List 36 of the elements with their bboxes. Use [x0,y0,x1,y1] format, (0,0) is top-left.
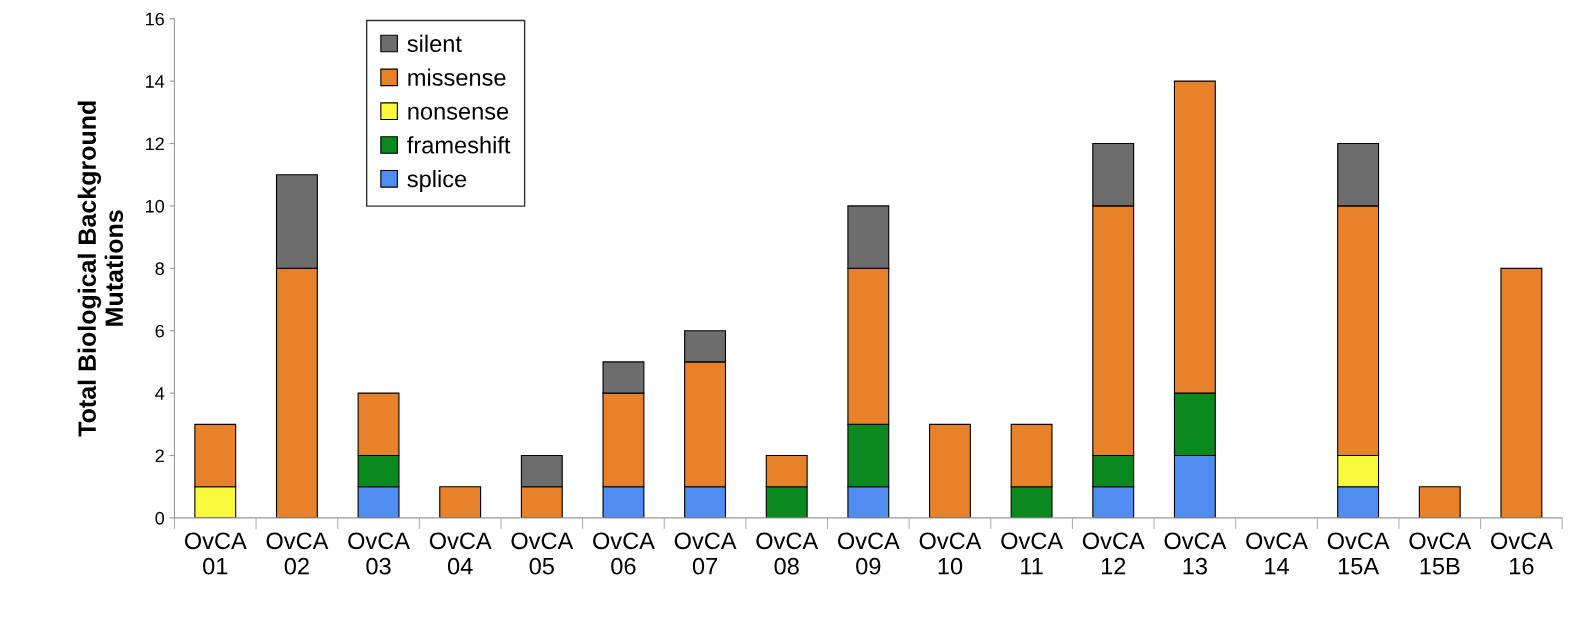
x-tick-label: OvCA 13 [1164,532,1227,575]
x-tick-label: OvCA 01 [184,532,247,575]
legend-label: silent [407,34,462,53]
y-axis-title: Total Biological Background Mutations [77,101,124,437]
x-tick-label: OvCA 06 [593,532,655,575]
x-tick-label: OvCA 08 [756,532,819,575]
x-tick-label: OvCA 10 [919,532,982,575]
bar [1418,486,1461,518]
y-tick-label: 2 [155,449,164,463]
y-tick-label: 16 [146,12,164,26]
legend-label: frameshift [407,136,511,154]
x-tick-label: OvCA 05 [511,532,574,575]
x-tick-label: OvCA 09 [837,532,900,575]
x-tick-label: OvCA 15B [1409,532,1472,575]
y-tick-label: 8 [155,262,164,276]
x-tick-label: OvCA 16 [1491,532,1553,575]
x-tick-label: OvCA 04 [429,532,492,575]
y-tick-label: 12 [146,137,164,151]
y-tick-label: 4 [155,387,165,400]
y-tick-label: 6 [155,324,164,338]
legend-label: nonsense [408,106,509,120]
legend-label: splice [407,169,467,192]
y-tick-label: 0 [155,511,165,525]
bar [439,486,482,518]
x-tick-label: OvCA 15A [1327,532,1390,575]
x-tick-label: OvCA 07 [674,532,737,575]
y-tick-label: 10 [146,199,165,213]
legend-label: missense [408,68,506,86]
bar [1500,267,1543,518]
x-tick-label: OvCA 11 [1001,532,1064,575]
x-tick-label: OvCA 12 [1082,532,1145,575]
x-tick-label: OvCA 02 [266,532,329,575]
x-tick-label: OvCA 14 [1246,532,1308,575]
bar [929,423,971,518]
y-tick-label: 14 [146,75,165,88]
x-tick-label: OvCA 03 [348,532,410,575]
